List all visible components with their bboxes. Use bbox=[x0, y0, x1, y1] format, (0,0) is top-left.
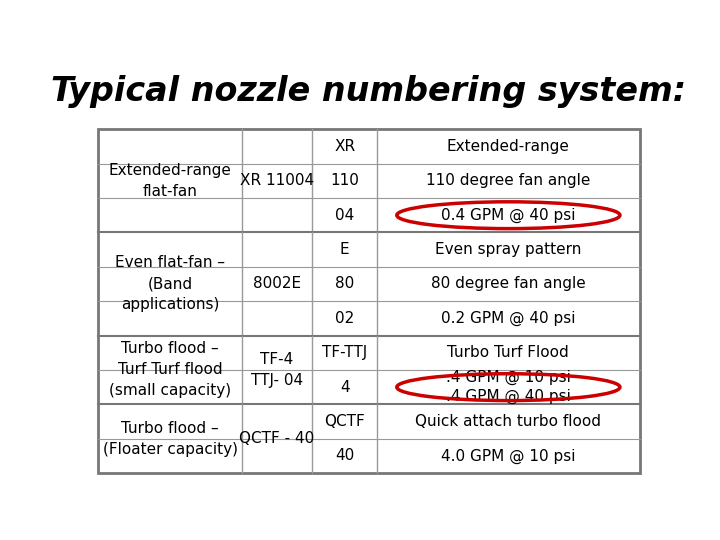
Text: Turbo Turf Flood: Turbo Turf Flood bbox=[448, 345, 570, 360]
Text: 80 degree fan angle: 80 degree fan angle bbox=[431, 276, 586, 292]
Text: XR: XR bbox=[334, 139, 355, 154]
Text: Extended-range
flat-fan: Extended-range flat-fan bbox=[109, 163, 232, 199]
Text: Quick attach turbo flood: Quick attach turbo flood bbox=[415, 414, 601, 429]
Text: Typical nozzle numbering system:: Typical nozzle numbering system: bbox=[51, 75, 687, 108]
Text: 0.4 GPM @ 40 psi: 0.4 GPM @ 40 psi bbox=[441, 207, 575, 223]
Text: 40: 40 bbox=[335, 448, 354, 463]
Text: Extended-range: Extended-range bbox=[447, 139, 570, 154]
Text: 110 degree fan angle: 110 degree fan angle bbox=[426, 173, 590, 188]
Text: .4 GPM @ 10 psi
.4 GPM @ 40 psi: .4 GPM @ 10 psi .4 GPM @ 40 psi bbox=[446, 370, 571, 404]
Text: 0.2 GPM @ 40 psi: 0.2 GPM @ 40 psi bbox=[441, 311, 575, 326]
Text: 04: 04 bbox=[335, 208, 354, 222]
Text: Even spray pattern: Even spray pattern bbox=[435, 242, 582, 257]
Text: QCTF - 40: QCTF - 40 bbox=[239, 431, 315, 446]
Text: 4: 4 bbox=[340, 380, 349, 395]
Text: 02: 02 bbox=[335, 311, 354, 326]
Bar bbox=[99, 129, 639, 473]
Text: Even flat-fan –
(Band
applications): Even flat-fan – (Band applications) bbox=[115, 255, 225, 313]
Text: XR 11004: XR 11004 bbox=[240, 173, 314, 188]
Text: 110: 110 bbox=[330, 173, 359, 188]
Text: Turbo flood –
Turf Turf flood
(small capacity): Turbo flood – Turf Turf flood (small cap… bbox=[109, 341, 231, 399]
Text: Turbo flood –
(Floater capacity): Turbo flood – (Floater capacity) bbox=[102, 421, 238, 457]
Text: 80: 80 bbox=[335, 276, 354, 292]
Text: QCTF: QCTF bbox=[324, 414, 365, 429]
Text: E: E bbox=[340, 242, 349, 257]
Text: 8002E: 8002E bbox=[253, 276, 301, 292]
Text: 4.0 GPM @ 10 psi: 4.0 GPM @ 10 psi bbox=[441, 448, 575, 463]
Text: TF-TTJ: TF-TTJ bbox=[322, 345, 367, 360]
Text: TF-4
TTJ- 04: TF-4 TTJ- 04 bbox=[251, 352, 303, 388]
